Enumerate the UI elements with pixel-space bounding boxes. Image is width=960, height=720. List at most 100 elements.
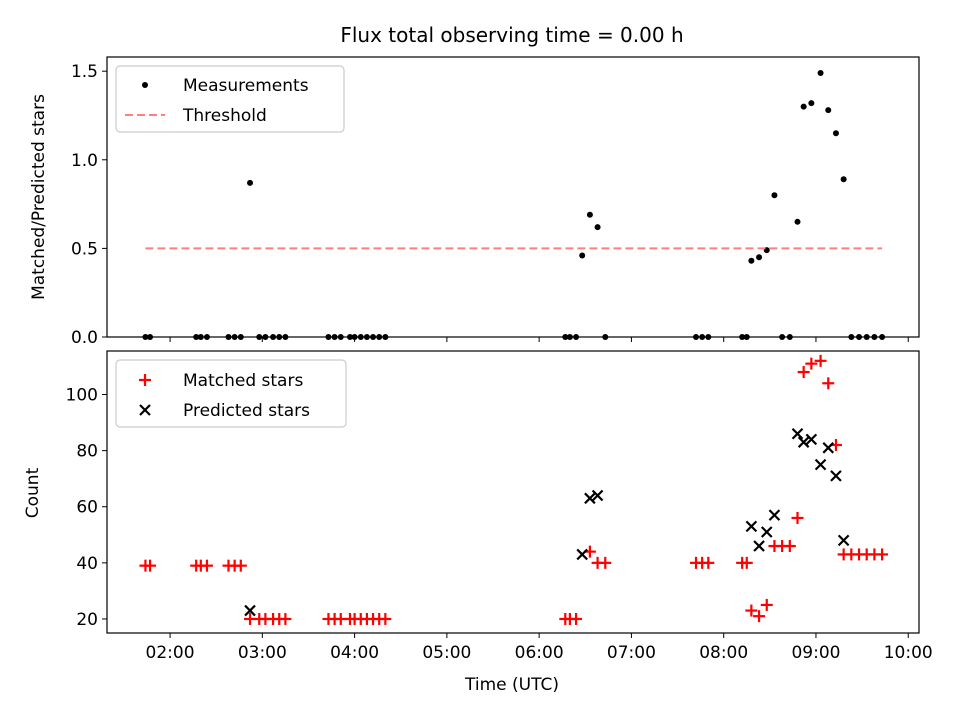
matched-stars-point xyxy=(876,548,889,561)
matched-stars-point xyxy=(791,511,804,524)
predicted-stars-point xyxy=(837,534,850,547)
legend-threshold-label: Threshold xyxy=(182,106,267,126)
measurement-point xyxy=(225,334,232,340)
measurement-point xyxy=(699,334,706,340)
x-tick-label: 10:00 xyxy=(884,643,933,663)
predicted-stars-point xyxy=(768,509,781,521)
predicted-stars-point xyxy=(797,436,810,448)
measurement-point xyxy=(331,334,338,340)
measurement-point xyxy=(848,334,855,340)
measurement-point xyxy=(256,334,263,340)
matched-stars-point xyxy=(200,559,213,572)
matched-stars-point xyxy=(753,610,766,623)
measurement-point xyxy=(779,334,786,340)
predicted-stars-point xyxy=(584,492,596,505)
bottom-plot-area xyxy=(139,354,889,625)
measurement-point xyxy=(247,179,254,186)
x-tick-label: 02:00 xyxy=(146,643,195,663)
measurement-point xyxy=(705,334,712,340)
y-tick-label: 40 xyxy=(76,554,98,574)
measurement-point xyxy=(594,224,601,231)
x-tick-label: 05:00 xyxy=(422,643,471,663)
measurement-point xyxy=(573,334,580,340)
measurement-point xyxy=(262,334,269,340)
y-tick-label: 20 xyxy=(76,610,98,630)
top-y-axis-label: Matched/Predicted stars xyxy=(29,94,49,300)
matched-stars-point xyxy=(379,612,392,625)
measurement-point xyxy=(743,334,750,340)
measurement-point xyxy=(363,334,370,340)
y-tick-label: 0.5 xyxy=(71,239,98,259)
measurement-point xyxy=(794,218,801,225)
matched-stars-point xyxy=(740,556,753,569)
bottom-axes-frame xyxy=(106,350,920,634)
x-tick-label: 09:00 xyxy=(791,643,840,663)
y-tick-label: 100 xyxy=(66,385,98,405)
chart-title: Flux total observing time = 0.00 h xyxy=(340,23,683,47)
x-tick-label: 06:00 xyxy=(515,643,564,663)
legend-measurements-marker xyxy=(142,82,148,88)
predicted-stars-point xyxy=(791,427,804,440)
measurement-point xyxy=(739,334,746,340)
bottom-legend: Matched stars Predicted stars xyxy=(115,359,347,428)
measurement-point xyxy=(856,334,863,340)
x-tick-label: 03:00 xyxy=(238,643,287,663)
predicted-stars-point xyxy=(591,489,604,502)
matched-stars-point xyxy=(144,559,157,572)
measurement-point xyxy=(693,334,700,340)
predicted-stars-point xyxy=(753,540,765,552)
measurement-point xyxy=(325,334,332,340)
measurement-point xyxy=(376,334,383,340)
measurement-point xyxy=(197,334,204,340)
measurement-point xyxy=(276,334,283,340)
measurement-point xyxy=(756,254,763,261)
measurement-point xyxy=(337,334,344,340)
y-tick-label: 60 xyxy=(76,498,98,518)
bottom-axes: 20 40 60 80 100 02:00 03:00 04:00 05:00 06:00 07:… xyxy=(23,350,933,695)
measurement-point xyxy=(800,103,807,110)
measurement-point xyxy=(357,334,364,340)
measurement-point xyxy=(562,334,569,340)
predicted-stars-point xyxy=(814,458,827,471)
x-axis-label: Time (UTC) xyxy=(464,675,559,695)
matched-stars-point xyxy=(822,377,835,390)
measurement-point xyxy=(748,257,755,264)
measurement-point xyxy=(346,334,353,340)
measurement-point xyxy=(825,107,832,114)
measurement-point xyxy=(237,334,244,340)
x-tick-label: 08:00 xyxy=(699,643,748,663)
measurement-point xyxy=(771,192,778,199)
matched-stars-point xyxy=(279,612,292,625)
legend-matched-marker xyxy=(139,374,151,386)
y-tick-label: 1.0 xyxy=(71,151,98,171)
measurement-point xyxy=(579,252,586,259)
top-plot-area xyxy=(142,69,886,340)
measurement-point xyxy=(817,69,824,76)
measurement-point xyxy=(566,334,573,340)
x-tick-label: 04:00 xyxy=(330,643,379,663)
predicted-stars-point xyxy=(822,442,835,454)
predicted-stars-point xyxy=(805,433,818,446)
y-tick-label: 80 xyxy=(76,442,98,462)
matched-stars-point xyxy=(814,354,827,367)
measurement-point xyxy=(382,334,389,340)
measurement-point xyxy=(270,334,277,340)
bottom-x-axis: 02:00 03:00 04:00 05:00 06:00 07:00 08:00 09:00… xyxy=(146,633,933,663)
predicted-stars-point xyxy=(745,520,758,533)
matched-stars-point xyxy=(702,556,715,569)
measurement-point xyxy=(231,334,238,340)
legend-predicted-label: Predicted stars xyxy=(183,401,310,421)
measurement-point xyxy=(147,334,154,340)
matched-stars-point xyxy=(745,604,758,617)
predicted-stars-point xyxy=(760,526,773,538)
matched-stars-point xyxy=(570,612,583,625)
top-y-axis: 0.0 0.5 1.0 1.5 xyxy=(71,62,107,348)
bottom-y-axis-label: Count xyxy=(23,467,43,518)
measurement-point xyxy=(786,334,793,340)
matched-stars-point xyxy=(234,559,247,572)
top-axes: 0.0 0.5 1.0 1.5 Matched/Predicted stars Mea… xyxy=(29,56,920,348)
y-tick-label: 1.5 xyxy=(71,62,98,82)
measurement-point xyxy=(871,334,878,340)
legend-matched-label: Matched stars xyxy=(183,371,303,391)
